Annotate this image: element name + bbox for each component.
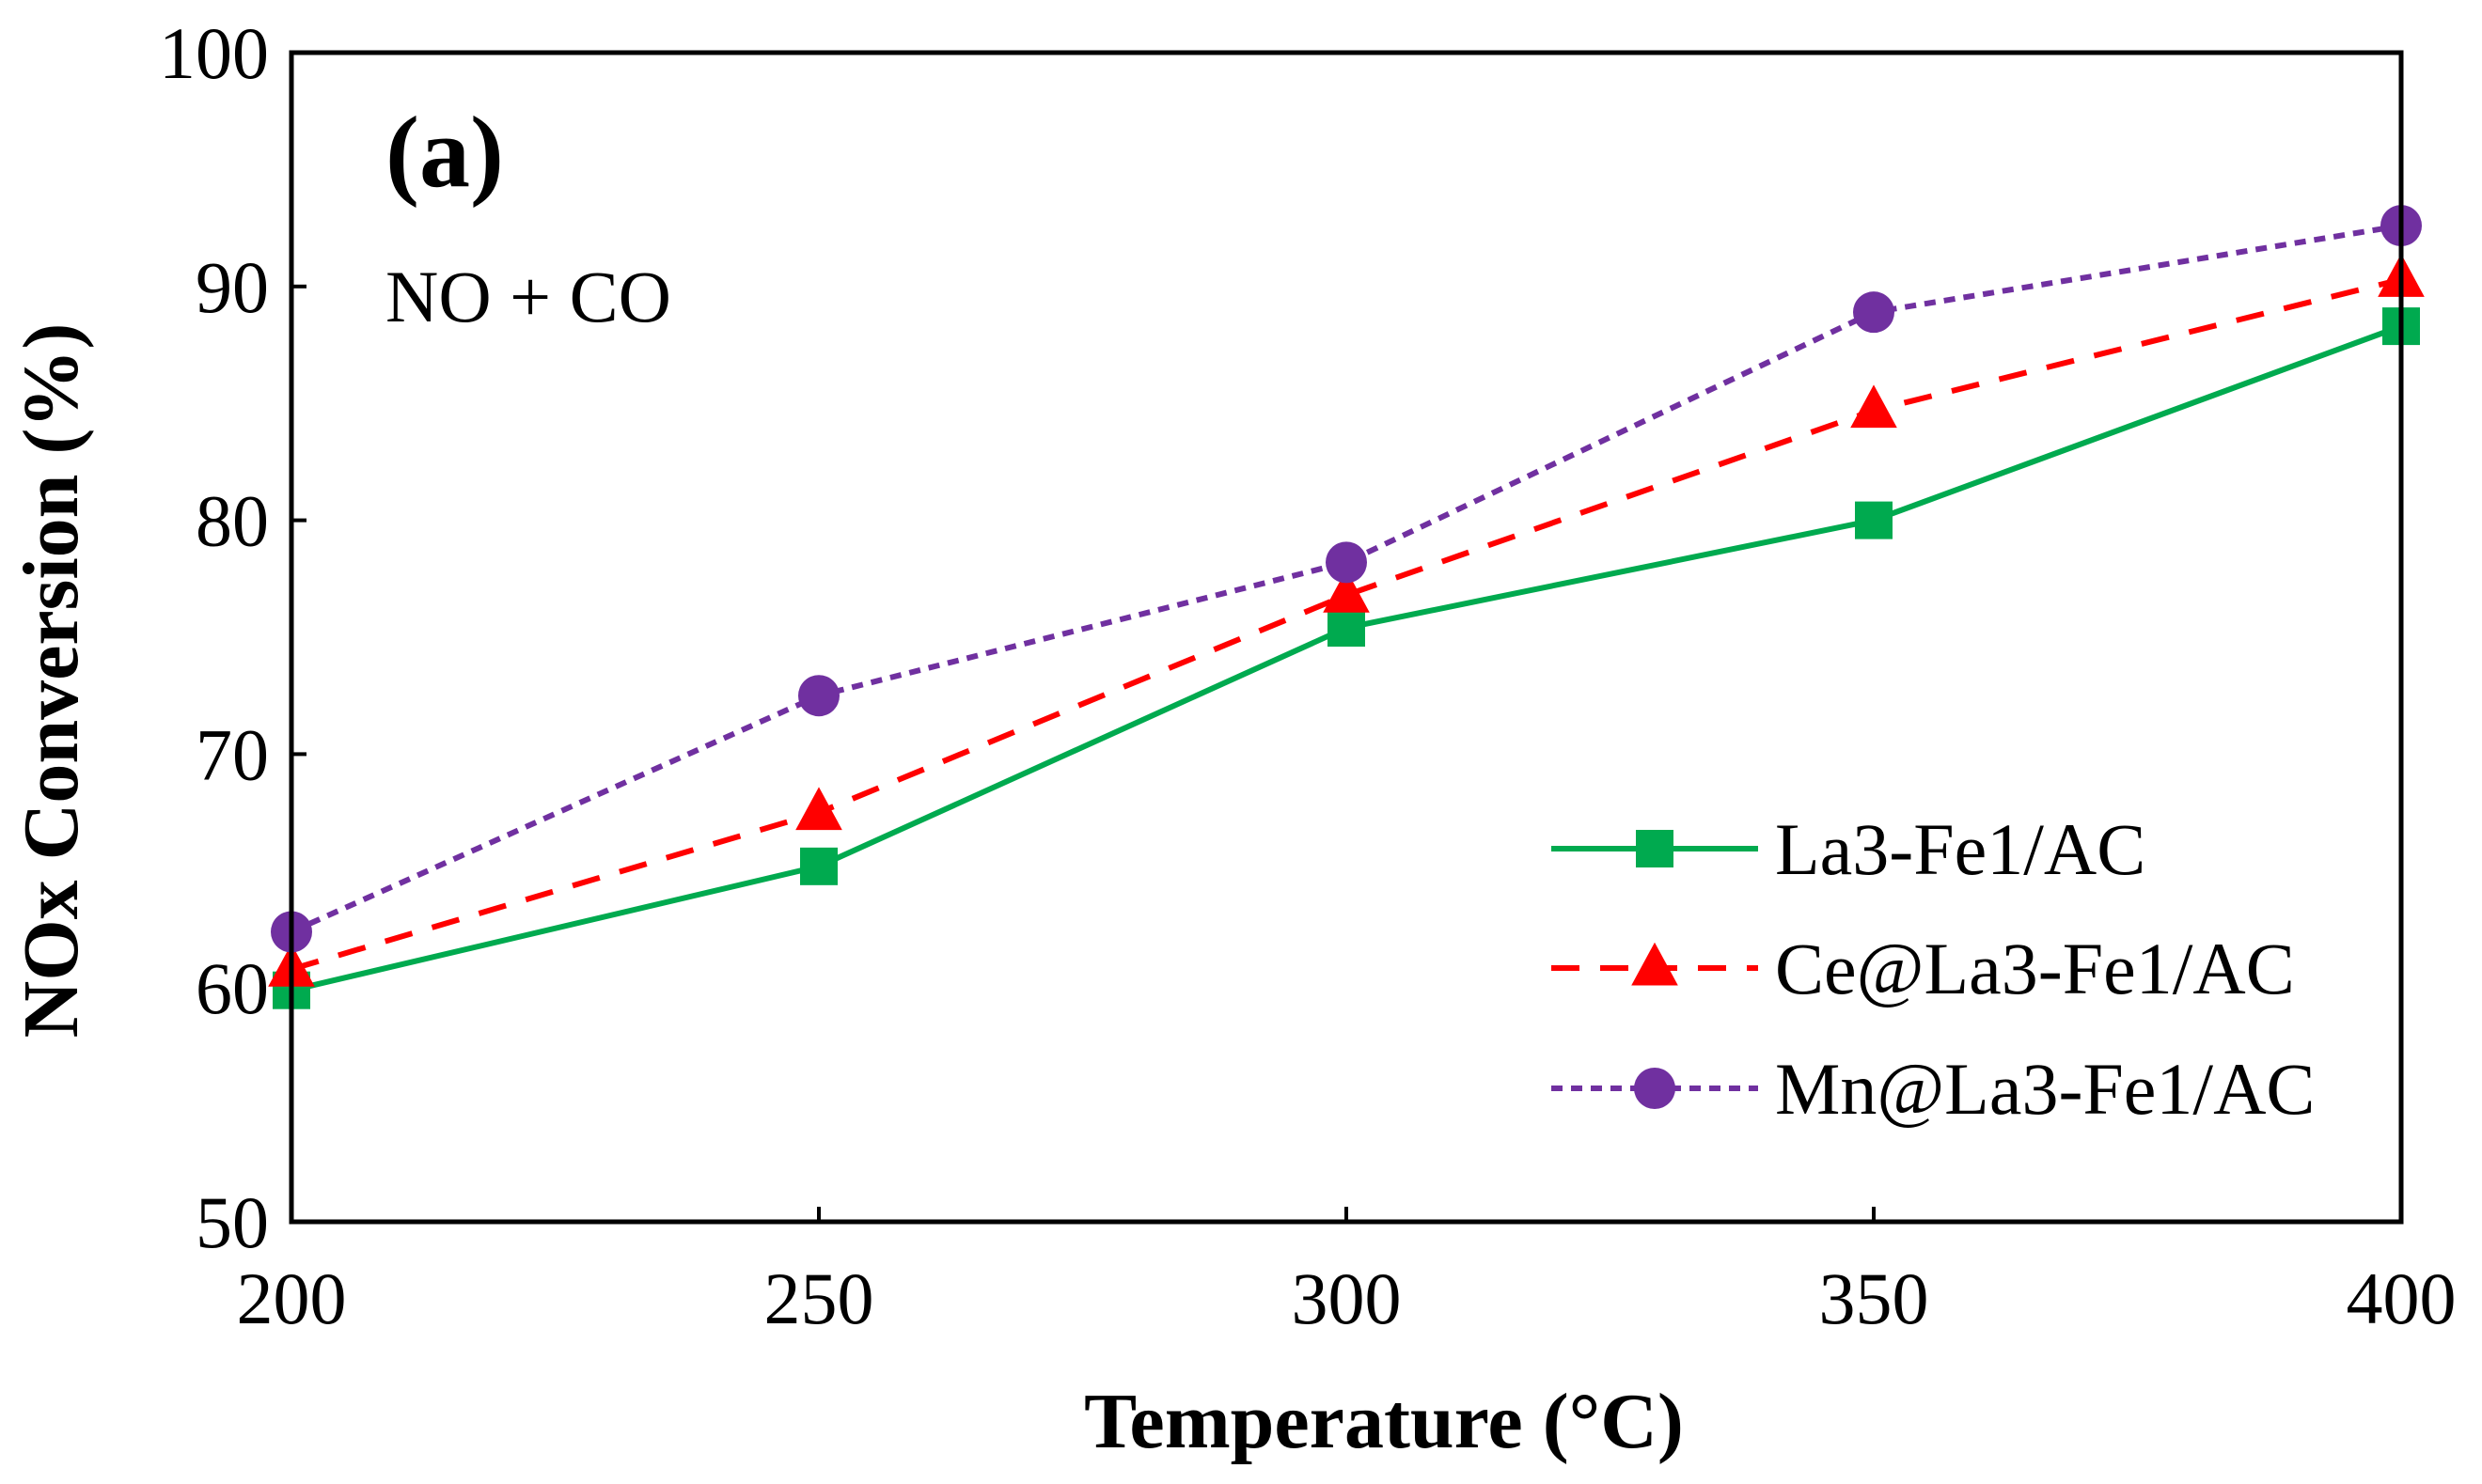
legend-item-la3-fe1-ac: La3-Fe1/AC xyxy=(1551,808,2145,890)
legend-item-mn-la3-fe1-ac: Mn@La3-Fe1/AC xyxy=(1551,1048,2315,1130)
series-ce-la3-fe1-ac xyxy=(268,254,2425,987)
x-axis-title: Temperature (°C) xyxy=(1084,1378,1684,1465)
y-tick-label: 100 xyxy=(159,12,269,94)
x-tick-label: 200 xyxy=(237,1257,347,1339)
y-tick-label: 50 xyxy=(196,1181,269,1263)
legend-label: Ce@La3-Fe1/AC xyxy=(1775,928,2295,1009)
data-point xyxy=(1855,501,1893,539)
data-point xyxy=(800,847,838,885)
axis-ticks: 50 60 70 80 90 100 200 250 300 350 400 xyxy=(159,12,2457,1339)
legend-label: Mn@La3-Fe1/AC xyxy=(1775,1048,2315,1130)
data-point xyxy=(1323,569,1370,613)
x-tick-label: 400 xyxy=(2347,1257,2457,1339)
y-tick-label: 90 xyxy=(196,246,269,328)
y-tick-label: 70 xyxy=(196,713,269,795)
series-line xyxy=(291,276,2402,973)
data-point xyxy=(795,787,842,831)
legend: La3-Fe1/AC Ce@La3-Fe1/AC Mn@La3-Fe1/AC xyxy=(1551,808,2315,1130)
series-line xyxy=(291,323,2403,993)
series-group xyxy=(268,205,2425,1009)
series-line xyxy=(290,223,2402,935)
legend-label: La3-Fe1/AC xyxy=(1775,808,2145,890)
y-axis-title: NOx Conversion (%) xyxy=(8,323,95,1039)
x-tick-label: 300 xyxy=(1292,1257,1402,1339)
data-point xyxy=(798,675,840,717)
data-point xyxy=(1327,609,1365,648)
data-point xyxy=(1326,541,1367,584)
x-tick-label: 250 xyxy=(764,1257,874,1339)
y-tick-label: 80 xyxy=(196,480,269,562)
legend-item-ce-la3-fe1-ac: Ce@La3-Fe1/AC xyxy=(1551,928,2295,1009)
x-tick-label: 350 xyxy=(1819,1257,1929,1339)
data-point xyxy=(1853,291,1894,334)
panel-label: (a) xyxy=(385,97,504,209)
legend-marker xyxy=(1636,830,1673,867)
y-tick-label: 60 xyxy=(196,947,269,1029)
reaction-annotation: NO + CO xyxy=(385,256,671,337)
legend-marker xyxy=(1634,1068,1675,1109)
data-point xyxy=(1850,384,1897,429)
plot-frame xyxy=(289,50,2404,1225)
legend-marker xyxy=(1631,942,1678,986)
series-la3-fe1-ac xyxy=(273,307,2420,1009)
